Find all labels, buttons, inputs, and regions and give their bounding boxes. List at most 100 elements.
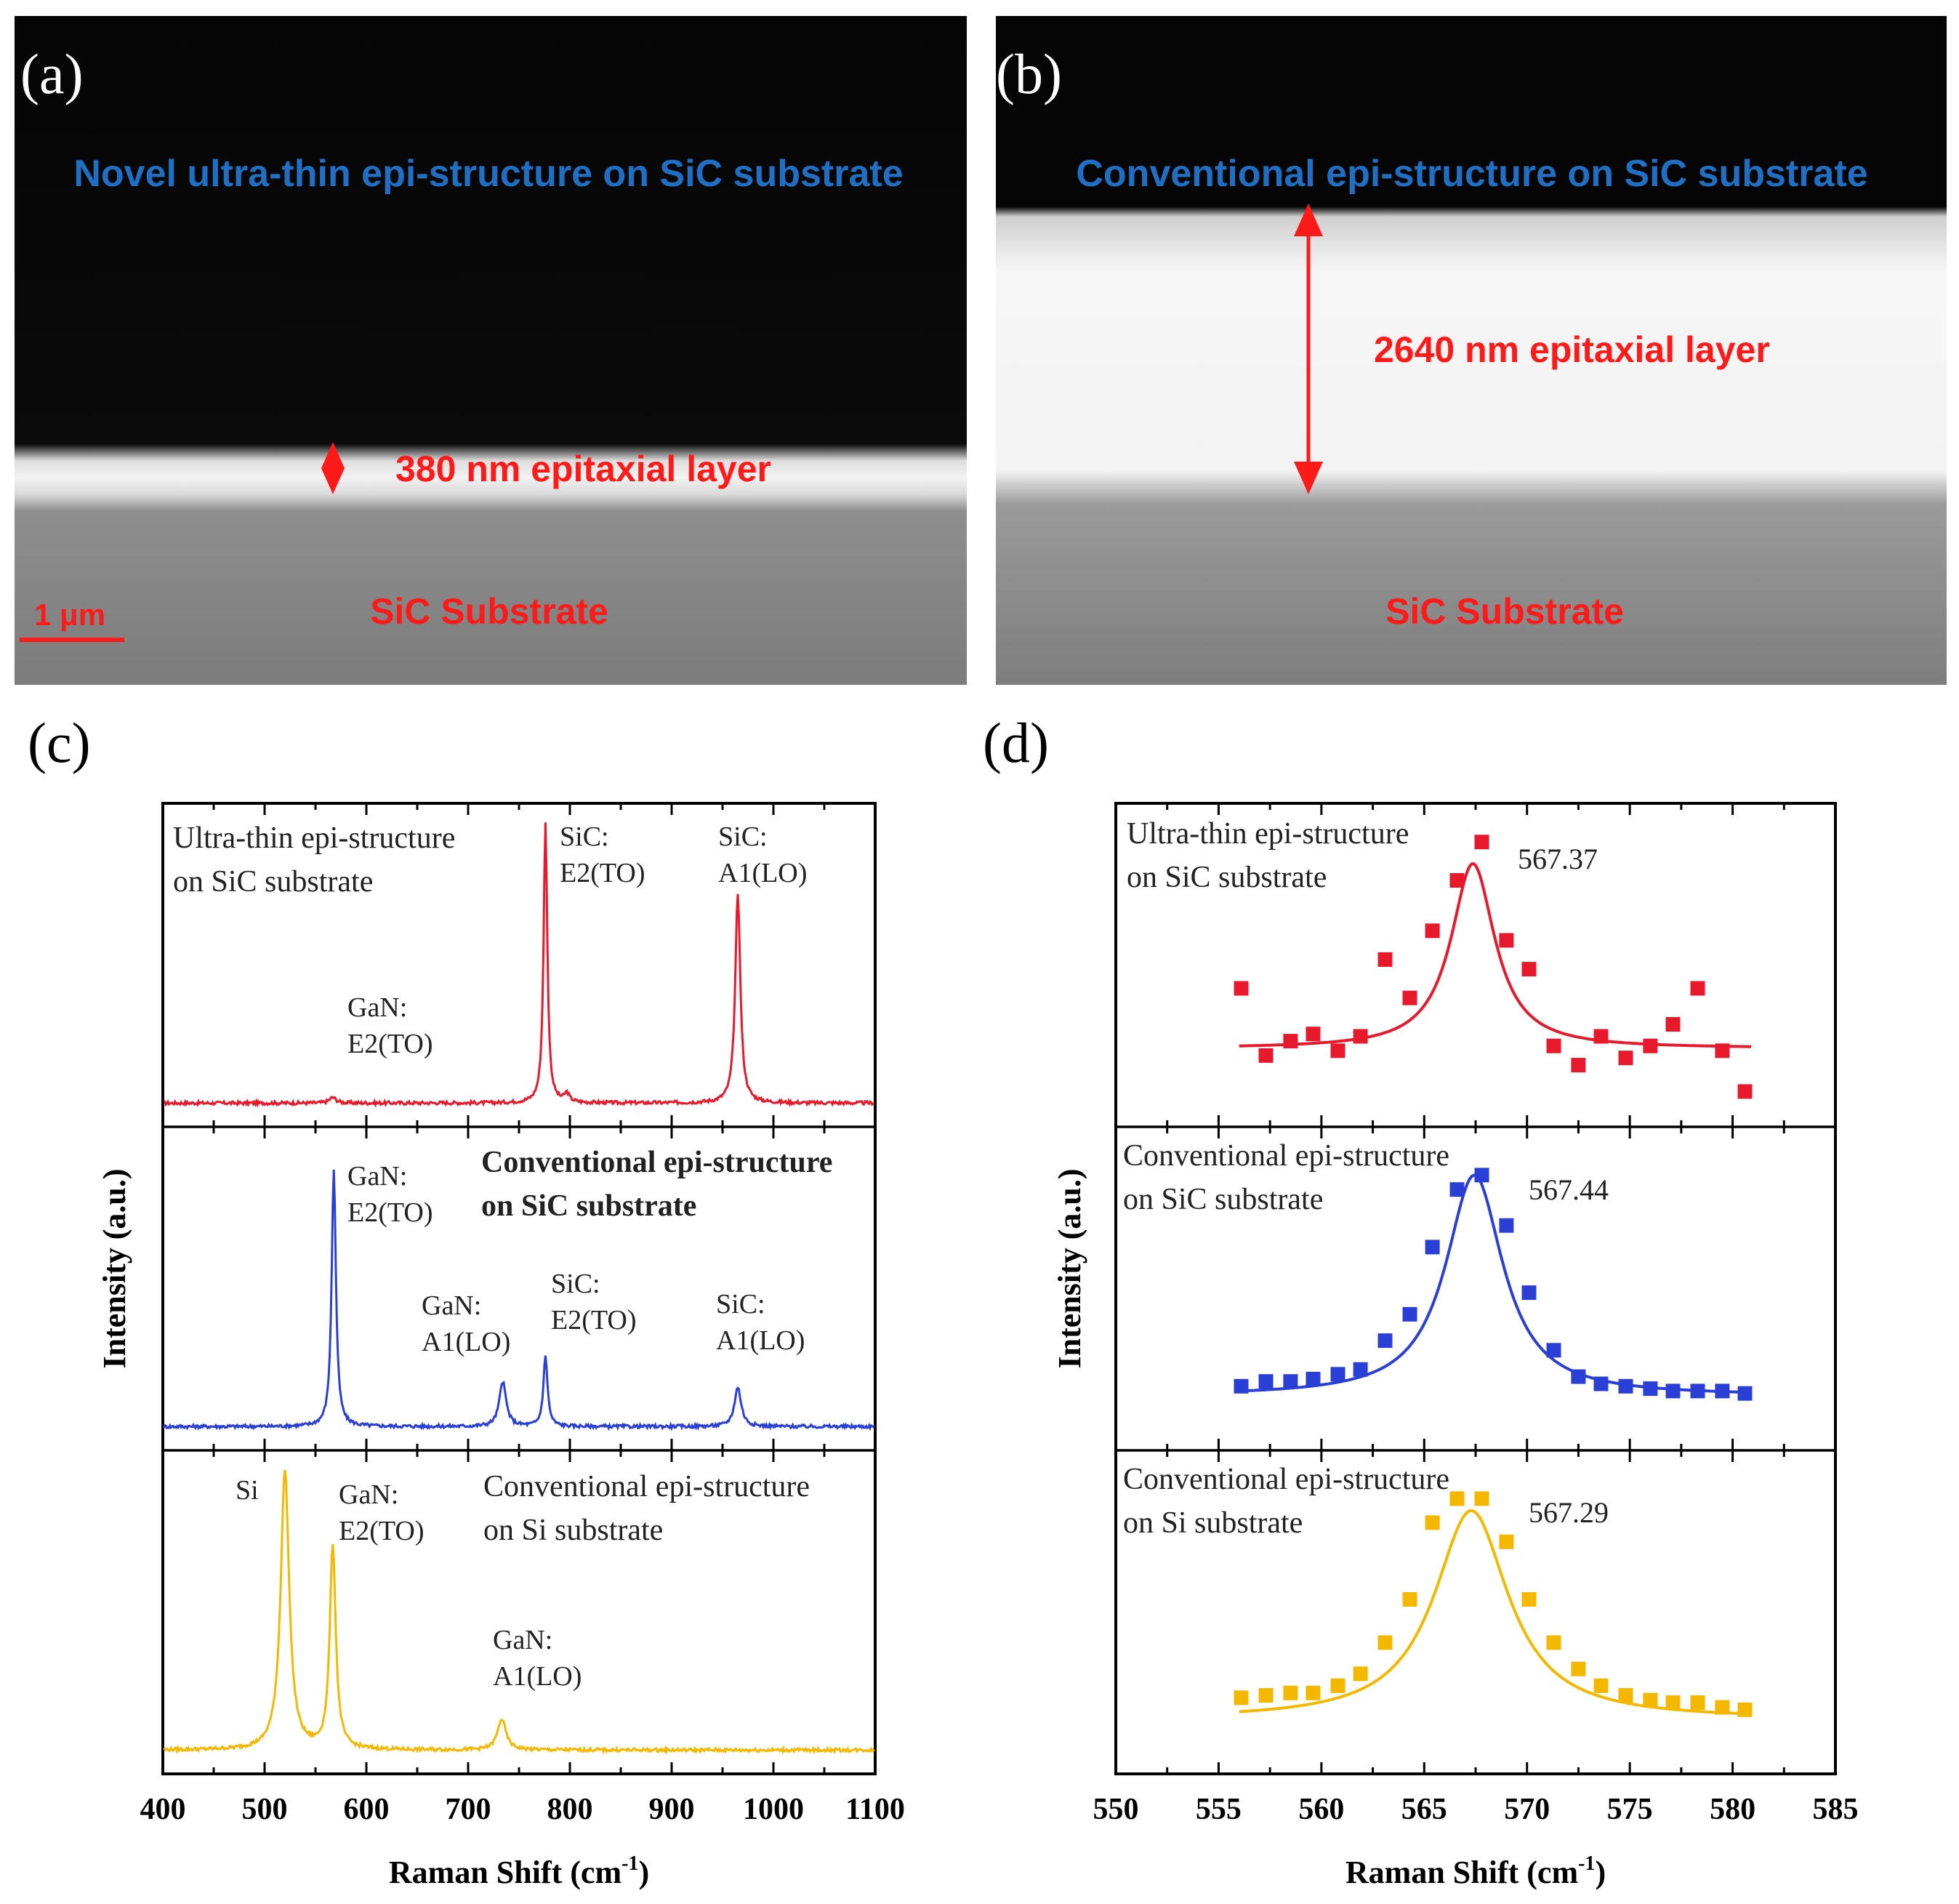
panel-c-spectrum-line-3 [163, 1469, 875, 1755]
panel-c-spectrum-line-2 [163, 1169, 875, 1431]
panel-c-sub1-ann-sic-a1-l2: A1(LO) [718, 858, 807, 888]
panel-c-sub2-ann-gan-a1-l2: A1(LO) [422, 1327, 510, 1357]
panel-c-x-tick-label: 400 [140, 1793, 186, 1826]
panel-d-x-tick-label: 585 [1813, 1793, 1859, 1826]
panel-d-data-point [1618, 1378, 1633, 1394]
panel-d-data-point [1377, 952, 1393, 967]
panel-d-data-point [1690, 981, 1705, 996]
panel-d-data-point [1737, 1702, 1753, 1717]
panel-c-x-tick-label: 1000 [743, 1793, 804, 1826]
panel-c-sub3-ann-gan-a1-l2: A1(LO) [493, 1661, 582, 1692]
panel-d-x-tick-label: 570 [1504, 1793, 1550, 1826]
panel-c-sub1-ann-sic-e2-l2: E2(TO) [560, 858, 645, 888]
panel-d-sub2-peak-label: 567.44 [1529, 1173, 1609, 1206]
panel-c-spectrum-line-1 [164, 822, 874, 1109]
panel-a-scale-label: 1 μm [34, 598, 105, 632]
panel-d-x-axis-label: Raman Shift (cm-1) [1345, 1852, 1606, 1890]
panel-c-label: (c) [28, 711, 91, 774]
panel-d-data-point [1425, 923, 1440, 939]
panel-d-data-point [1593, 1029, 1609, 1044]
panel-a-label: (a) [20, 42, 84, 105]
panel-d-sub3-peak-label: 567.29 [1529, 1496, 1609, 1529]
panel-b: (b) Conventional epi-structure on SiC su… [996, 16, 1947, 685]
panel-c-spectra [163, 822, 875, 1755]
panel-d-data-point [1593, 1678, 1609, 1693]
panel-d-data-point [1425, 1515, 1440, 1530]
panel-d-data-point [1234, 1690, 1249, 1706]
panel-c-sub2-ann-sic-e2-l2: E2(TO) [551, 1305, 637, 1335]
panel-c-x-tick-label: 900 [649, 1793, 695, 1826]
panel-d-data-point [1499, 1218, 1514, 1233]
panel-d-sub1-name-line2: on SiC substrate [1127, 861, 1327, 894]
panel-a-sem-image [15, 16, 967, 685]
panel-d-y-axis-label: Intensity (a.u.) [1052, 1168, 1087, 1368]
panel-d-label: (d) [983, 711, 1049, 774]
panel-d-data-point [1306, 1027, 1321, 1042]
panel-d-data-point [1449, 1182, 1465, 1197]
panel-d-data-point [1737, 1386, 1753, 1401]
panel-d-data-point [1737, 1084, 1753, 1099]
panel-c-x-axis-label: Raman Shift (cm-1) [389, 1852, 649, 1890]
panel-d-x-axis-label-sup: -1 [1578, 1852, 1595, 1875]
panel-d-data-point [1306, 1371, 1321, 1386]
panel-d-data-point [1499, 933, 1514, 948]
panel-c-sub3-name-line1: Conventional epi-structure [483, 1470, 810, 1503]
panel-d-x-axis-label-end: ) [1595, 1855, 1606, 1890]
panel-d-data-point [1283, 1685, 1298, 1700]
panel-c-sub2-ann-sic-e2-l1: SiC: [551, 1269, 600, 1299]
panel-d-x-tick-label: 575 [1607, 1793, 1653, 1826]
panel-c-sub2-ann-sic-a1-l1: SiC: [716, 1289, 765, 1319]
panel-d-data-point [1499, 1534, 1514, 1549]
panel-d-x-tick-label: 565 [1401, 1793, 1447, 1826]
panel-c-sub2-name-line1: Conventional epi-structure [481, 1146, 832, 1179]
panel-a: (a) Novel ultra-thin epi-structure on Si… [15, 16, 967, 685]
panel-c-sub1-ann-gan-e2-l1: GaN: [347, 992, 407, 1023]
panel-d-data-point [1474, 1168, 1489, 1183]
panel-d-data-point [1665, 1017, 1681, 1032]
panel-c-x-axis-label-end: ) [638, 1855, 649, 1890]
panel-d-sub3-name-line1: Conventional epi-structure [1123, 1463, 1449, 1496]
panel-a-layer-label: 380 nm epitaxial layer [395, 449, 771, 489]
panel-d-data-point [1425, 1240, 1440, 1255]
panel-d-x-tick-label: 560 [1298, 1793, 1344, 1826]
panel-d-data-point [1353, 1029, 1368, 1044]
panel-c-sub1-ann-gan-e2-l2: E2(TO) [347, 1029, 433, 1059]
panel-d-plots [1234, 835, 1753, 1717]
panel-c-sub1-ann-sic-e2-l1: SiC: [560, 822, 609, 852]
panel-d-ticks [1114, 803, 1837, 1774]
panel-d-data-point [1258, 1688, 1274, 1703]
panel-d-data-point [1258, 1048, 1274, 1063]
panel-d-data-point [1618, 1688, 1633, 1703]
panel-c-x-axis-label-sup: -1 [622, 1852, 638, 1875]
panel-c-x-tick-labels: 400 500 600 700 800 900 1000 1100 [140, 1793, 905, 1826]
panel-a-title: Novel ultra-thin epi-structure on SiC su… [73, 153, 903, 195]
panel-c: (c) Ultra-thin epi-structure on SiC subs… [28, 711, 905, 1890]
panel-b-label: (b) [996, 42, 1062, 105]
panel-d-sub2-name-line2: on SiC substrate [1123, 1183, 1323, 1216]
panel-c-sub1-name-line2: on SiC substrate [173, 865, 373, 899]
panel-d-data-point [1449, 873, 1465, 888]
panel-d-data-point [1546, 1343, 1561, 1358]
panel-d-data-point [1546, 1038, 1561, 1053]
panel-c-sub2-ann-gan-e2-l2: E2(TO) [347, 1197, 433, 1228]
panel-d-data-point [1377, 1333, 1393, 1349]
panel-d-data-point [1618, 1051, 1633, 1066]
panel-d-data-point [1353, 1666, 1368, 1682]
panel-d-sub1-name-line1: Ultra-thin epi-structure [1127, 817, 1409, 851]
panel-b-sem-image [996, 16, 1947, 685]
panel-d-data-point [1546, 1635, 1561, 1650]
panel-d-sub2-name-line1: Conventional epi-structure [1123, 1139, 1449, 1173]
panel-d-data-point [1571, 1369, 1586, 1384]
panel-d-data-point [1521, 1592, 1537, 1607]
panel-d-data-point [1283, 1374, 1298, 1389]
panel-d-x-tick-label: 555 [1196, 1793, 1242, 1826]
panel-c-sub3-ann-gan-e2-l2: E2(TO) [339, 1516, 425, 1546]
panel-c-sub3-name-line2: on Si substrate [483, 1514, 663, 1547]
panel-d-data-point [1377, 1635, 1393, 1650]
panel-d-data-point [1283, 1034, 1298, 1049]
panel-d-data-point [1643, 1692, 1658, 1708]
panel-c-x-tick-label: 700 [446, 1793, 491, 1826]
panel-d-data-point [1643, 1381, 1658, 1397]
panel-d-data-point [1665, 1695, 1681, 1710]
